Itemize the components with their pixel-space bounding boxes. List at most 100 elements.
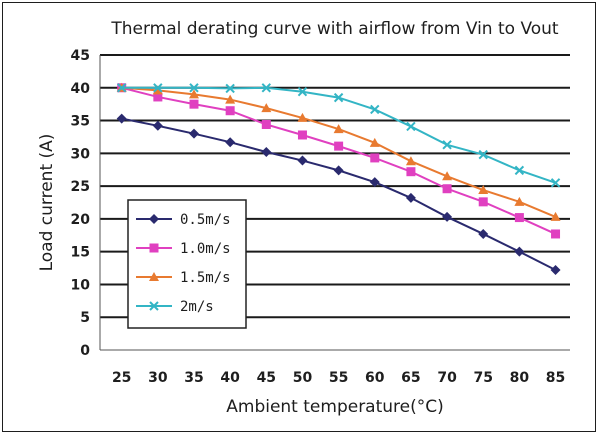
data-point (551, 229, 561, 239)
data-point (152, 120, 163, 131)
data-point (225, 137, 236, 148)
y-tick-label: 45 (71, 48, 90, 64)
data-point (478, 149, 488, 160)
data-point (514, 196, 525, 206)
marker-stroke (442, 140, 452, 150)
data-point (370, 153, 380, 163)
y-axis-label: Load current (A) (37, 134, 57, 272)
data-point (369, 177, 380, 188)
x-tick-label: 70 (437, 370, 457, 386)
data-point (189, 99, 199, 109)
data-point (514, 165, 525, 176)
marker-stroke (514, 165, 525, 176)
data-point (152, 85, 163, 95)
data-point (550, 211, 561, 221)
data-point (297, 112, 308, 122)
data-point (225, 83, 235, 94)
x-tick-label: 75 (473, 370, 492, 386)
x-axis-label: Ambient temperature(°C) (226, 397, 444, 417)
data-point (189, 83, 199, 93)
legend-label: 0.5m/s (180, 212, 231, 228)
legend-marker (149, 301, 159, 311)
legend-label: 1.5m/s (180, 270, 231, 286)
marker-stroke (116, 83, 127, 93)
x-tick-label: 25 (112, 370, 131, 386)
marker-stroke (149, 301, 159, 311)
data-point (297, 130, 307, 140)
data-point (514, 213, 524, 223)
data-point (406, 167, 416, 177)
data-point (261, 147, 272, 158)
legend-label: 1.0m/s (180, 241, 231, 257)
data-point (189, 128, 199, 139)
data-point (261, 119, 271, 129)
y-tick-label: 15 (71, 245, 90, 261)
data-point (116, 83, 127, 93)
data-point (153, 92, 163, 102)
legend-marker (149, 243, 159, 253)
data-point (333, 165, 344, 176)
data-point (225, 106, 235, 116)
legend-marker (149, 272, 159, 281)
data-point (478, 228, 489, 239)
x-tick-label: 35 (184, 370, 203, 386)
legend-entry: 1.5m/s (136, 270, 231, 286)
data-point (405, 156, 416, 166)
x-tick-label: 60 (365, 370, 385, 386)
data-point (478, 197, 488, 207)
legend-marker (149, 214, 159, 224)
marker-stroke (189, 83, 199, 93)
data-point (189, 89, 199, 99)
y-tick-label: 40 (71, 81, 91, 97)
marker-stroke (261, 83, 272, 93)
marker-stroke (370, 104, 380, 115)
data-point (261, 83, 272, 93)
y-tick-label: 20 (71, 212, 91, 228)
data-point (225, 94, 236, 104)
data-point (369, 137, 380, 147)
legend-entry: 0.5m/s (136, 212, 231, 228)
data-point (297, 87, 308, 97)
data-point (550, 265, 561, 276)
marker-stroke (406, 121, 416, 132)
data-point (334, 141, 344, 151)
data-point (333, 124, 344, 134)
y-tick-label: 10 (71, 277, 91, 293)
chart-title: Thermal derating curve with airflow from… (110, 19, 559, 39)
data-point (116, 113, 127, 124)
data-point (478, 185, 489, 195)
y-tick-label: 25 (71, 179, 90, 195)
data-point (442, 211, 453, 222)
data-point (442, 184, 452, 194)
x-tick-label: 55 (329, 370, 348, 386)
y-tick-label: 30 (71, 146, 91, 162)
y-tick-label: 5 (80, 310, 90, 326)
marker-stroke (297, 87, 308, 97)
marker-stroke (333, 92, 344, 103)
data-point (297, 155, 308, 166)
y-tick-label: 35 (71, 114, 90, 130)
x-tick-label: 50 (293, 370, 313, 386)
legend-label: 2m/s (180, 299, 214, 315)
y-tick-label: 0 (80, 343, 90, 359)
data-point (153, 83, 163, 93)
data-point (406, 121, 416, 132)
marker-stroke (225, 83, 235, 94)
data-point (514, 246, 525, 257)
marker-stroke (550, 178, 561, 188)
series-3 (116, 83, 561, 188)
data-point (333, 92, 344, 103)
x-tick-label: 80 (510, 370, 530, 386)
marker-stroke (478, 149, 488, 160)
legend-entry: 1.0m/s (136, 241, 231, 257)
data-point (370, 104, 380, 115)
data-point (405, 192, 416, 203)
x-tick-label: 45 (257, 370, 276, 386)
x-tick-label: 85 (546, 370, 565, 386)
data-point (550, 178, 561, 188)
x-tick-label: 30 (148, 370, 168, 386)
data-point (442, 171, 453, 181)
marker-stroke (153, 83, 163, 93)
data-point (442, 140, 452, 150)
